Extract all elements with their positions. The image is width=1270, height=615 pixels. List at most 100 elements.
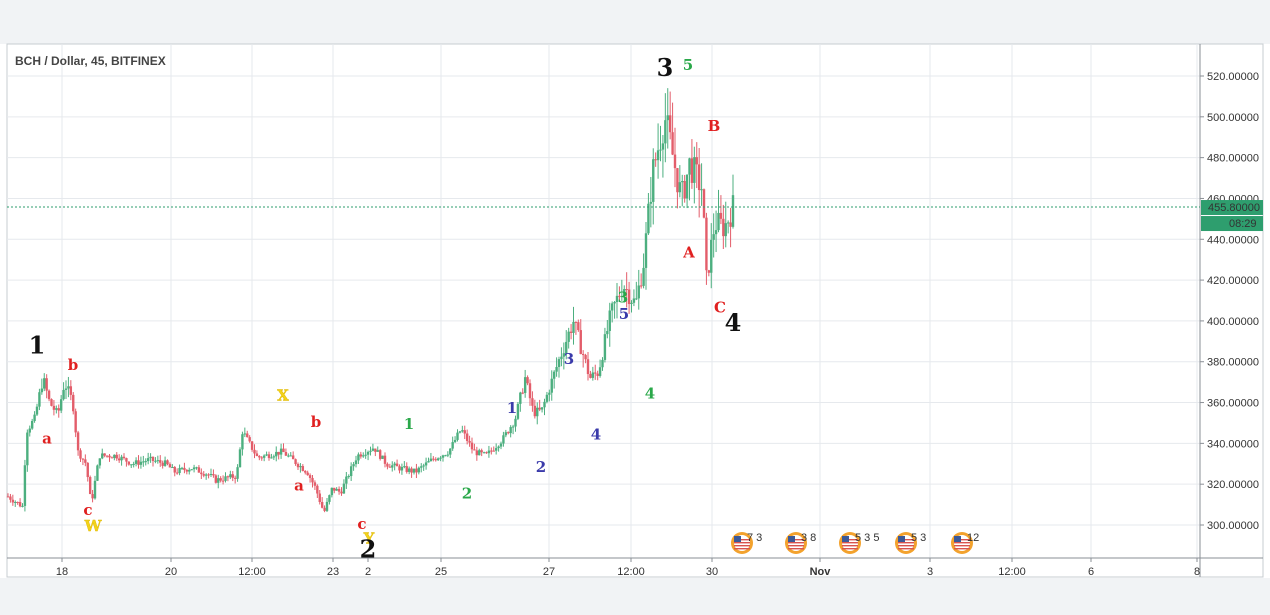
candle [335,487,338,491]
candle [14,500,17,507]
candle [246,430,249,438]
candle [103,453,106,458]
candle-body [722,218,725,237]
candle [21,503,24,508]
candle-body [693,157,696,183]
candle [434,457,437,462]
candle [724,201,727,248]
time-tick-label: 25 [435,566,447,578]
candle [258,455,261,461]
candle [664,93,667,163]
candle-body [424,462,428,466]
candle [514,415,517,432]
candle-body [105,455,109,457]
candle [523,369,527,398]
event-flag[interactable]: 5 3 [895,532,926,554]
candle [226,475,230,482]
candle-body [57,408,60,411]
candle-body [23,465,27,506]
bottom-haze [0,578,1270,615]
candle [318,490,321,505]
candle [623,285,626,303]
candle [439,456,442,462]
candle-body [688,158,691,175]
event-flag[interactable]: 5 3 5 [839,532,879,554]
candle [610,301,614,323]
candle [608,302,611,347]
candle [105,455,109,458]
event-flag[interactable]: 7 3 [731,532,762,554]
candle [333,487,336,494]
flag-stripe [898,545,914,547]
candle-body [407,468,411,472]
candle [320,497,324,509]
candle-body [122,456,126,459]
event-flag[interactable]: 12 [951,532,979,554]
candle [712,213,715,258]
candle [260,456,263,461]
candle [28,425,31,437]
candle-body [14,501,17,503]
candle [565,330,568,360]
wave-label-green: 1 [404,415,414,433]
candle-body [161,462,164,466]
flag-stripe [842,545,858,547]
candle [635,281,638,301]
wave-label-red: A [682,244,695,262]
candle-body [86,462,89,478]
candle [96,464,99,482]
candle [74,408,77,438]
candle-body [151,456,155,461]
candle-body [562,353,566,357]
candle-body [212,473,215,476]
candle [683,174,686,203]
candle-body [422,465,425,467]
candle-body [386,463,389,467]
candle [567,327,570,349]
candle [647,193,650,235]
candle-body [666,115,669,121]
economic-events[interactable]: 7 3 3 8 5 3 5 5 3 12 [731,532,979,554]
candle-body [381,455,384,459]
candle [376,446,379,452]
candle [146,452,150,465]
candle [366,450,370,461]
candle-body [337,488,341,492]
candle-body [45,378,48,391]
candle-body [625,289,628,291]
candle [163,456,167,467]
candle-body [204,474,208,476]
time-axis[interactable]: 18 20 12:00 23 2 25 27 12:00 30 Nov 3 12:00 6 8 [56,558,1200,578]
event-count: 5 3 5 [855,532,879,544]
candle [345,472,348,489]
wave-label-black: 4 [725,308,742,337]
candle-body [439,457,442,459]
candle [76,430,80,456]
candle-body [110,457,114,459]
candle-body [173,467,176,473]
candle [374,448,377,457]
candle-body [197,467,201,473]
price-tick-label: 520.00000 [1207,71,1259,83]
candle [115,452,118,461]
candle [357,452,360,465]
flag-stripe [734,545,750,547]
candle [159,455,162,467]
candle-body [400,466,404,471]
event-flag[interactable]: 3 8 [785,532,816,554]
candle [23,459,27,512]
candle [45,374,48,399]
candle-body [417,467,421,473]
candle-body [320,502,324,508]
candle [166,459,169,466]
candle-body [388,466,392,468]
candle-body [125,458,128,462]
candle-body [335,488,338,491]
candle-body [509,427,512,434]
candle [540,407,544,413]
wave-label-red: a [42,429,52,447]
candle-body [586,359,590,375]
candle [125,457,128,467]
candle-body [284,451,288,456]
